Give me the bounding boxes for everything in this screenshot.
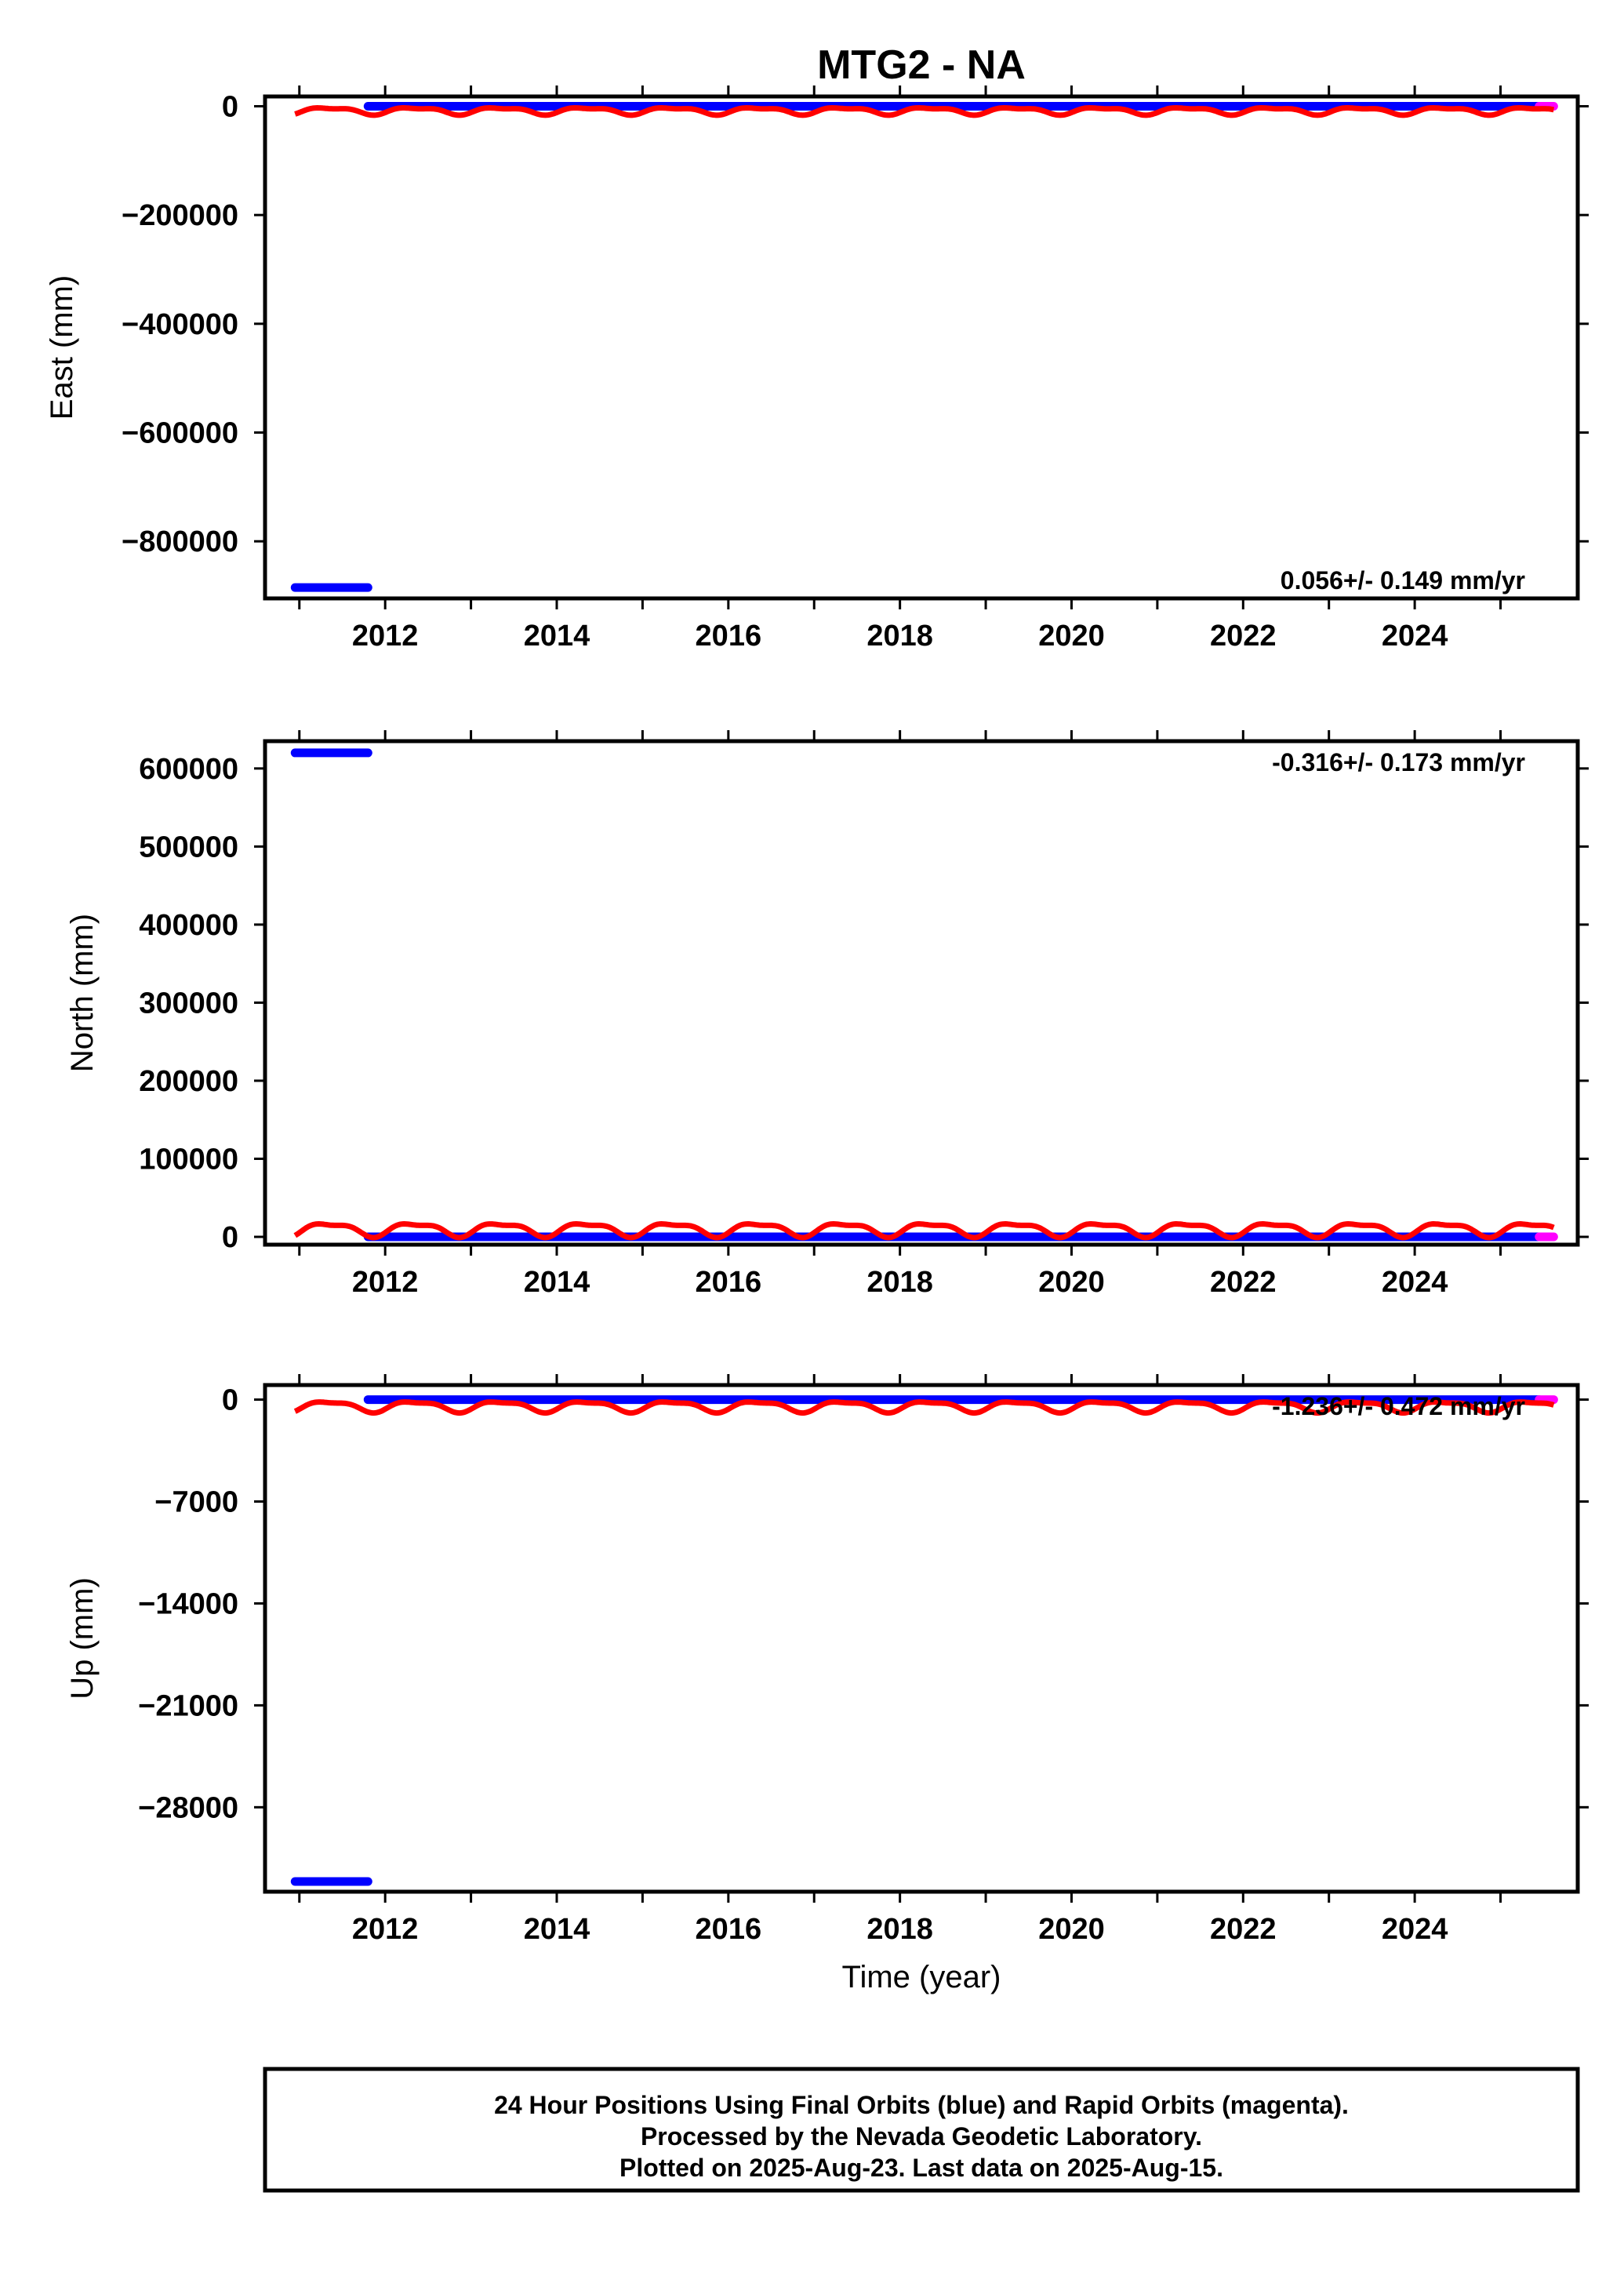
x-tick-label: 2018	[866, 620, 933, 653]
model-fit-curve	[293, 1220, 1555, 1241]
y-tick-label: −200000	[122, 199, 238, 232]
velocity-label: -1.236+/- 0.472 mm/yr	[1272, 1392, 1525, 1420]
x-tick-label: 2012	[352, 1266, 419, 1299]
y-tick-label: −14000	[138, 1587, 238, 1620]
x-tick-label: 2024	[1382, 1266, 1448, 1299]
y-tick-label: 0	[222, 90, 238, 123]
y-axis-title: Up (mm)	[65, 1577, 100, 1700]
model-fit-curve	[294, 104, 1554, 118]
x-tick-label: 2022	[1210, 1266, 1277, 1299]
x-tick-label: 2020	[1038, 1913, 1105, 1946]
x-tick-label: 2022	[1210, 1913, 1277, 1946]
y-tick-label: 300000	[139, 987, 238, 1020]
x-tick-label: 2012	[352, 1913, 419, 1946]
x-tick-label: 2016	[696, 1913, 762, 1946]
east-panel: 2012 2014 2016 2018 2020 2022 2024 0 −200000 −400…	[45, 85, 1589, 653]
y-axis-title: North (mm)	[65, 914, 100, 1072]
up-panel: 2012 2014 2016 2018 2020 2022 2024 0 −7000 −14000…	[65, 1374, 1589, 1994]
plot-frame	[263, 94, 1580, 601]
x-tick-label: 2016	[696, 1266, 762, 1299]
x-tick-label: 2020	[1038, 620, 1105, 653]
chart-title: MTG2 - NA	[817, 42, 1026, 88]
x-tick-label: 2014	[524, 1266, 590, 1299]
y-axis-title: East (mm)	[45, 275, 79, 420]
plot-frame	[263, 739, 1580, 1247]
plot-frame	[263, 1383, 1580, 1894]
x-tick-label: 2018	[866, 1266, 933, 1299]
y-tick-label: −800000	[122, 525, 238, 558]
x-tick-label: 2014	[524, 1913, 590, 1946]
model-fit-curve	[293, 1399, 1555, 1416]
x-tick-label: 2012	[352, 620, 419, 653]
velocity-label: -0.316+/- 0.173 mm/yr	[1272, 748, 1525, 776]
y-tick-label: −21000	[138, 1689, 238, 1722]
y-tick-label: −28000	[138, 1791, 238, 1824]
north-panel: 2012 2014 2016 2018 2020 2022 2024 0 100000 20000…	[65, 730, 1589, 1299]
x-tick-label: 2022	[1210, 620, 1277, 653]
x-tick-label: 2020	[1038, 1266, 1105, 1299]
y-tick-label: 200000	[139, 1065, 238, 1098]
x-tick-label: 2024	[1382, 620, 1448, 653]
x-axis-title: Time (year)	[842, 1960, 1001, 1994]
velocity-label: 0.056+/- 0.149 mm/yr	[1281, 566, 1525, 594]
y-tick-label: −400000	[122, 308, 238, 341]
y-tick-label: 100000	[139, 1143, 238, 1176]
footer-box: 24 Hour Positions Using Final Orbits (bl…	[263, 2067, 1580, 2193]
y-tick-label: 600000	[139, 753, 238, 786]
x-tick-label: 2024	[1382, 1913, 1448, 1946]
footer-line-3: Plotted on 2025-Aug-23. Last data on 202…	[619, 2154, 1223, 2182]
x-tick-label: 2016	[696, 620, 762, 653]
footer-line-2: Processed by the Nevada Geodetic Laborat…	[641, 2122, 1202, 2151]
y-tick-label: −600000	[122, 417, 238, 450]
y-tick-label: −7000	[154, 1486, 238, 1519]
y-tick-label: 0	[222, 1384, 238, 1417]
y-tick-label: 500000	[139, 831, 238, 863]
y-tick-label: 0	[222, 1221, 238, 1254]
y-tick-label: 400000	[139, 909, 238, 942]
x-tick-label: 2014	[524, 620, 590, 653]
x-tick-label: 2018	[866, 1913, 933, 1946]
footer-line-1: 24 Hour Positions Using Final Orbits (bl…	[494, 2091, 1349, 2119]
